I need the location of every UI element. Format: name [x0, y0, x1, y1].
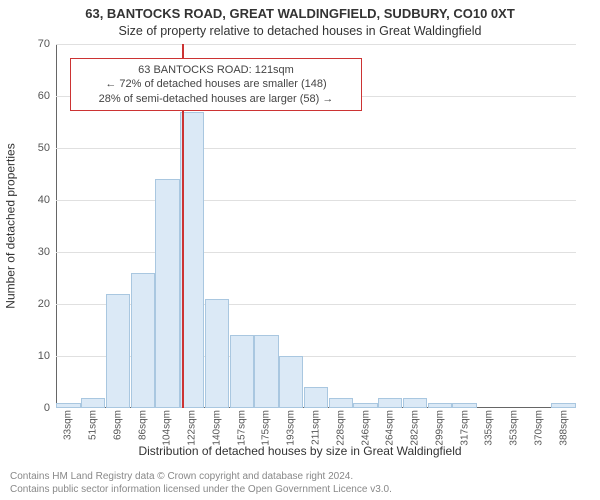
callout-line-2: ← 72% of detached houses are smaller (14… [79, 77, 353, 91]
x-tick-label: 51sqm [88, 410, 99, 440]
x-tick-label: 299sqm [434, 410, 445, 446]
histogram-bar [56, 403, 80, 408]
callout-line-1: 63 BANTOCKS ROAD: 121sqm [79, 63, 353, 77]
title-subtitle: Size of property relative to detached ho… [0, 24, 600, 38]
grid-line [56, 200, 576, 201]
x-tick-label: 246sqm [360, 410, 371, 446]
x-tick-label: 211sqm [311, 410, 322, 445]
y-tick-label: 70 [38, 38, 50, 50]
y-tick-label: 0 [44, 402, 50, 414]
histogram-bar [378, 398, 402, 408]
grid-line [56, 252, 576, 253]
histogram-bar [428, 403, 452, 408]
histogram-bar [230, 335, 254, 408]
y-axis-label: Number of detached properties [4, 44, 18, 408]
histogram-bar [205, 299, 229, 408]
histogram-bar [551, 403, 575, 408]
x-tick-label: 175sqm [261, 410, 272, 446]
x-tick-label: 140sqm [211, 410, 222, 446]
y-tick-label: 10 [38, 350, 50, 362]
histogram-bar [353, 403, 377, 408]
x-tick-label: 317sqm [459, 410, 470, 446]
x-tick-label: 157sqm [236, 410, 247, 446]
x-tick-label: 335sqm [484, 410, 495, 446]
x-tick-label: 193sqm [286, 410, 297, 446]
x-tick-label: 69sqm [112, 410, 123, 440]
footer-line-1: Contains HM Land Registry data © Crown c… [10, 471, 590, 484]
histogram-bar [81, 398, 105, 408]
histogram-bar [403, 398, 427, 408]
x-tick-label: 264sqm [385, 410, 396, 446]
x-tick-label: 104sqm [162, 410, 173, 446]
y-tick-label: 60 [38, 90, 50, 102]
histogram-bar [304, 387, 328, 408]
footer-attribution: Contains HM Land Registry data © Crown c… [10, 471, 590, 496]
x-tick-label: 282sqm [410, 410, 421, 446]
y-tick-label: 30 [38, 246, 50, 258]
x-axis-caption: Distribution of detached houses by size … [0, 444, 600, 458]
x-tick-label: 370sqm [533, 410, 544, 446]
x-tick-label: 353sqm [509, 410, 520, 446]
histogram-bar [155, 179, 179, 408]
y-tick-label: 20 [38, 298, 50, 310]
histogram-bar [254, 335, 278, 408]
x-tick-label: 33sqm [63, 410, 74, 440]
histogram-bar [131, 273, 155, 408]
y-axis-line [56, 44, 57, 408]
histogram-bar [452, 403, 476, 408]
x-tick-label: 228sqm [335, 410, 346, 446]
x-tick-label: 122sqm [187, 410, 198, 446]
y-tick-label: 50 [38, 142, 50, 154]
x-tick-label: 86sqm [137, 410, 148, 440]
footer-line-2: Contains public sector information licen… [10, 484, 590, 497]
callout-line-3: 28% of semi-detached houses are larger (… [79, 92, 353, 106]
histogram-bar [279, 356, 303, 408]
y-tick-label: 40 [38, 194, 50, 206]
histogram-bar [329, 398, 353, 408]
title-address: 63, BANTOCKS ROAD, GREAT WALDINGFIELD, S… [0, 6, 600, 21]
grid-line [56, 44, 576, 45]
histogram-bar [106, 294, 130, 408]
chart-container: 63, BANTOCKS ROAD, GREAT WALDINGFIELD, S… [0, 0, 600, 500]
grid-line [56, 148, 576, 149]
x-tick-label: 388sqm [558, 410, 569, 446]
callout-box: 63 BANTOCKS ROAD: 121sqm ← 72% of detach… [70, 58, 362, 111]
y-axis-label-text: Number of detached properties [4, 143, 18, 308]
